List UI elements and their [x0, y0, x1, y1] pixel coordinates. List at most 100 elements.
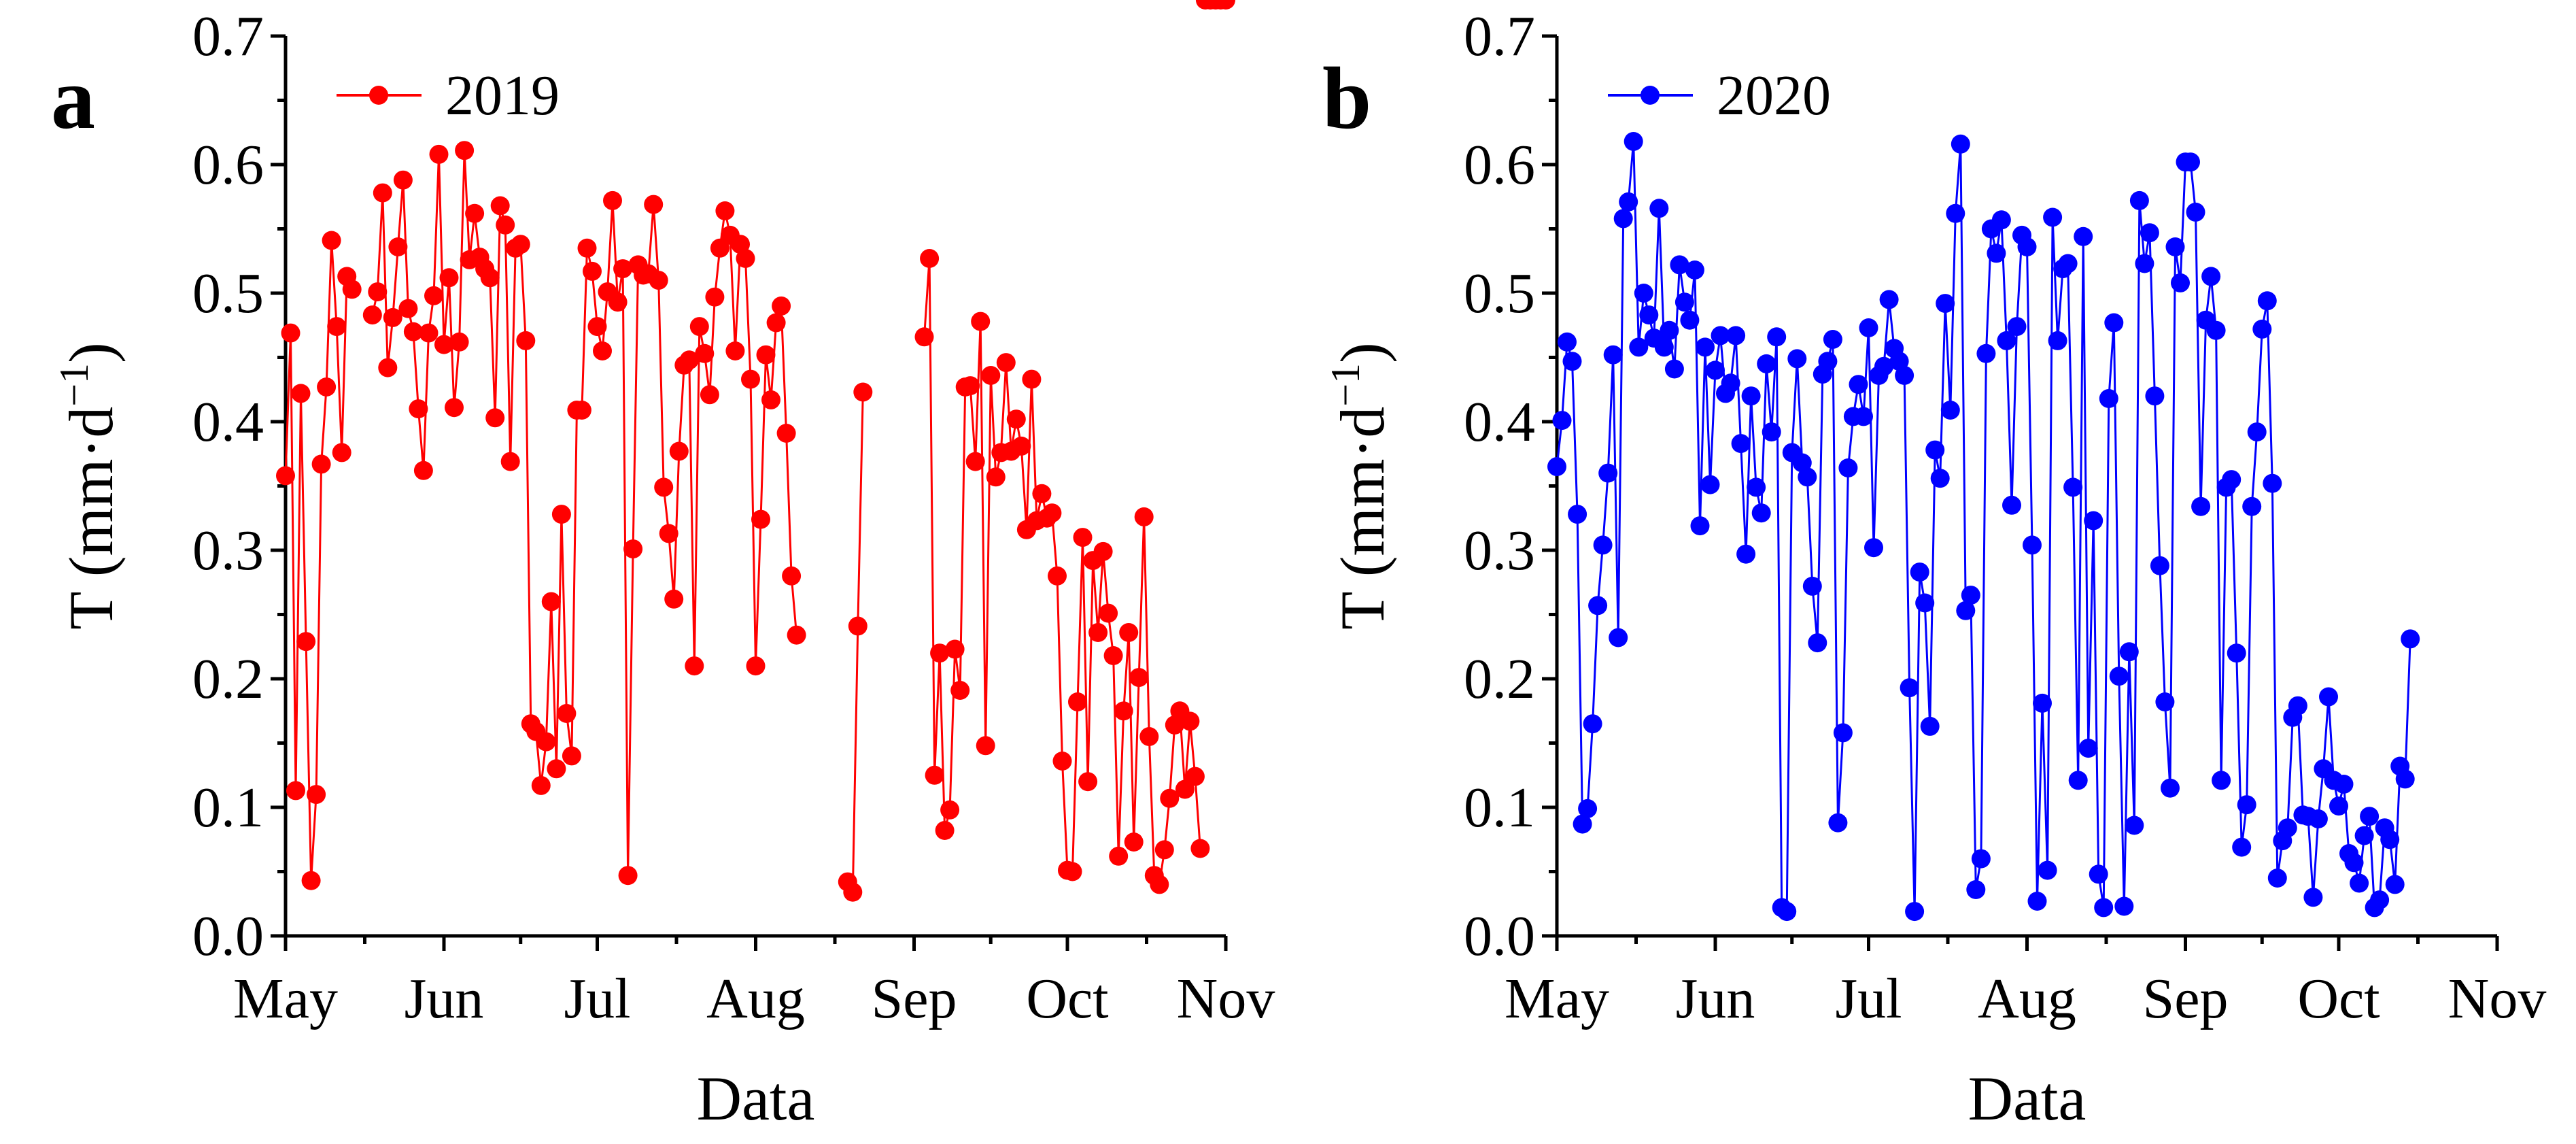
data-point	[2380, 830, 2400, 849]
data-point	[1547, 457, 1566, 477]
data-point	[281, 323, 300, 343]
data-point	[1006, 409, 1026, 429]
data-point	[1216, 0, 1235, 10]
y-axis-title-main: T (mm·d	[56, 407, 126, 630]
data-point	[1109, 846, 1129, 866]
data-point	[1573, 814, 1592, 834]
data-point	[2370, 890, 2390, 910]
data-point	[1956, 601, 1976, 620]
data-point	[1700, 475, 1720, 494]
data-point	[715, 201, 735, 220]
data-point	[644, 195, 664, 214]
data-point	[623, 539, 643, 559]
x-tick-label: Nov	[1177, 967, 1275, 1030]
data-point	[2109, 667, 2129, 686]
x-tick-label: Nov	[2448, 967, 2547, 1030]
y-tick-label: 0.2	[1464, 647, 1535, 711]
data-point	[1593, 535, 1613, 555]
data-point	[424, 286, 443, 305]
data-point	[562, 746, 581, 766]
data-point	[1129, 668, 1149, 688]
data-point	[1711, 326, 1730, 346]
data-point	[2043, 207, 2063, 227]
data-point	[1925, 440, 1945, 460]
data-point	[2171, 273, 2190, 292]
data-point	[664, 589, 684, 609]
data-point	[2191, 497, 2211, 516]
data-point	[536, 732, 556, 752]
data-point	[1099, 603, 1118, 623]
data-point	[935, 821, 955, 840]
data-point	[1747, 477, 1766, 497]
data-point	[583, 261, 602, 281]
data-point	[1088, 623, 1108, 642]
series-line	[846, 392, 864, 894]
data-point	[1930, 469, 1950, 488]
data-point	[286, 781, 305, 801]
data-point	[1619, 192, 1638, 212]
data-point	[496, 215, 515, 235]
data-point	[1649, 199, 1669, 218]
data-point	[1910, 562, 1929, 582]
data-point	[2104, 313, 2124, 333]
data-point	[403, 322, 423, 341]
x-tick-label: May	[1505, 967, 1609, 1030]
data-point	[2023, 535, 2042, 555]
data-point	[2038, 860, 2057, 880]
y-tick-label: 0.7	[192, 5, 264, 68]
data-point	[1838, 458, 1858, 477]
data-point	[419, 323, 439, 343]
data-point	[1114, 701, 1133, 721]
data-point	[490, 196, 510, 216]
data-point	[2002, 495, 2021, 515]
data-point	[1905, 902, 1925, 922]
data-point	[2242, 497, 2262, 516]
x-tick-label: Jul	[1835, 967, 1902, 1030]
data-point	[1751, 503, 1771, 523]
data-point	[2084, 511, 2103, 531]
y-tick-label: 0.5	[192, 262, 264, 325]
panel-a-2019: 0.0 0.1 0.2 0.3 0.4 0.5 0.6 0.7 May Jun Jul Aug Sep O…	[51, 0, 1275, 1133]
data-point	[2257, 291, 2277, 311]
y-tick-label: 0.1	[192, 776, 264, 839]
data-point	[1134, 507, 1154, 526]
data-point	[1558, 332, 1577, 352]
legend-label: 2020	[1717, 64, 1831, 127]
data-point	[1966, 880, 1986, 899]
data-point	[1777, 902, 1797, 922]
data-point	[940, 800, 960, 820]
data-point	[689, 317, 709, 337]
data-point	[2155, 692, 2175, 711]
data-point	[2089, 864, 2108, 884]
x-axis-title: Data	[1968, 1064, 2086, 1133]
data-point	[296, 632, 316, 652]
data-point	[782, 566, 802, 586]
data-point	[1849, 375, 1868, 394]
data-point	[772, 296, 791, 316]
data-point	[1103, 646, 1123, 665]
data-point	[373, 183, 392, 203]
data-point	[2094, 898, 2114, 918]
data-point	[659, 524, 679, 543]
data-point	[1139, 727, 1159, 746]
data-point	[1757, 354, 1776, 373]
x-tick-label: Sep	[872, 967, 957, 1030]
x-tick-label: Jun	[405, 967, 484, 1030]
data-point	[439, 268, 459, 288]
data-point	[1160, 788, 1180, 808]
data-point	[1124, 832, 1144, 852]
data-point	[1654, 337, 1674, 357]
data-point	[2186, 202, 2205, 222]
data-point	[725, 341, 745, 360]
data-point	[1940, 401, 1960, 420]
data-point	[1685, 260, 1704, 280]
data-point	[1660, 320, 1679, 340]
data-point	[449, 332, 469, 352]
x-tick-label: Oct	[1026, 967, 1108, 1030]
data-point	[500, 452, 520, 471]
data-point	[541, 592, 561, 611]
y-tick-label: 0.0	[192, 905, 264, 968]
data-point	[465, 203, 485, 223]
data-point	[2278, 818, 2297, 838]
data-point	[608, 292, 628, 312]
